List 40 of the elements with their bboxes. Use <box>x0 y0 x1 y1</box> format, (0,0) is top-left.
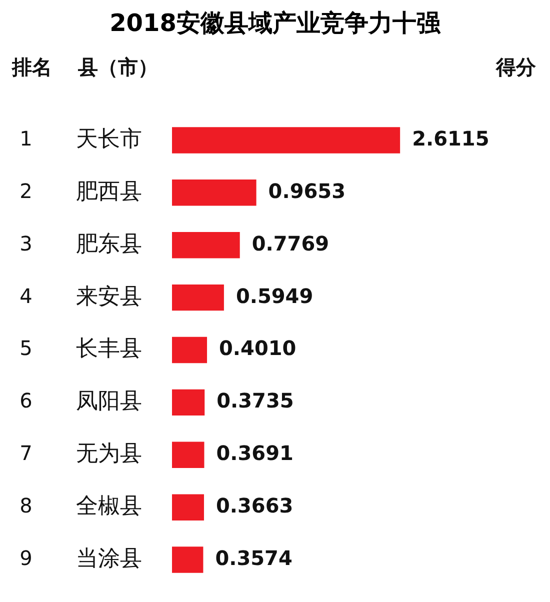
data-label: 0.3663 <box>216 494 294 518</box>
y-tick-label: 来安县 <box>76 284 142 310</box>
bar <box>172 546 204 573</box>
text: 6 <box>20 388 32 413</box>
chart-title: 2018安徽县域产业竞争力十强 <box>108 8 442 39</box>
text: 1 <box>20 126 32 150</box>
text: 3 <box>20 231 32 256</box>
data-label: 0.4010 <box>219 336 296 360</box>
data-label: 0.5949 <box>236 284 314 308</box>
text: 得分 <box>495 55 537 80</box>
bar <box>172 494 204 520</box>
text: 5 <box>20 336 32 360</box>
bar <box>172 336 208 364</box>
y-tick-label: 无为县 <box>76 442 142 467</box>
y-tick-label: 天长市 <box>76 126 142 152</box>
data-label: 0.9653 <box>268 178 346 203</box>
bar <box>172 284 224 311</box>
bar <box>172 442 204 468</box>
y-tick-label: 凤阳县 <box>76 389 142 414</box>
bar <box>172 389 205 416</box>
text: 8 <box>20 494 32 518</box>
data-label: 0.7769 <box>252 231 330 256</box>
text: 7 <box>20 441 32 466</box>
y-tick-label: 当涂县 <box>76 546 142 572</box>
y-tick-label: 肥西县 <box>76 179 142 204</box>
y-tick-label: 全椒县 <box>76 494 142 520</box>
text: 县（市） <box>77 55 158 80</box>
y-tick-label: 长丰县 <box>76 336 142 362</box>
data-label: 0.3574 <box>215 546 292 570</box>
data-label: 0.3735 <box>216 388 294 413</box>
text: 2 <box>20 178 32 203</box>
text: 9 <box>20 546 32 570</box>
y-tick-label: 肥东县 <box>76 232 142 257</box>
data-label: 0.3691 <box>216 441 294 466</box>
bar <box>172 232 240 258</box>
text: 4 <box>20 284 32 308</box>
bar <box>172 127 400 154</box>
data-label: 2.6115 <box>412 126 490 150</box>
bar <box>172 180 256 206</box>
text: 排名 <box>11 55 52 80</box>
